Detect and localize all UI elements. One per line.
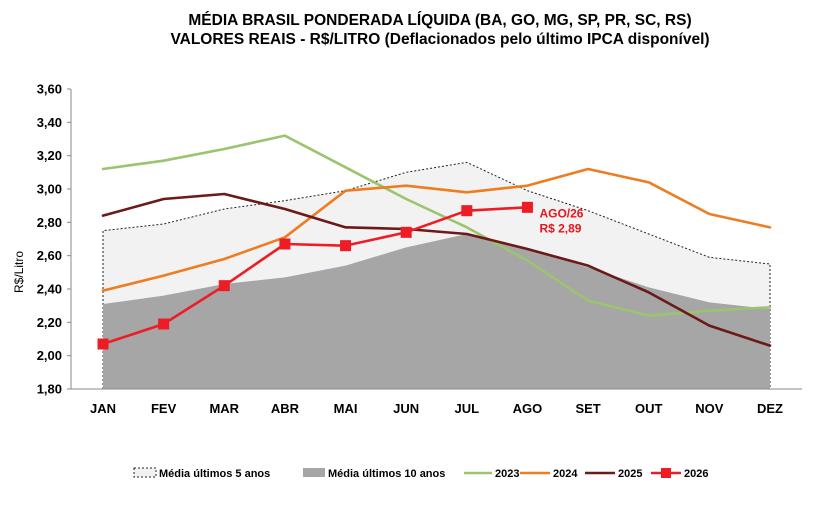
series-point-2026	[279, 238, 291, 250]
y-tick-label: 3,40	[37, 115, 62, 130]
series-point-2026	[461, 205, 473, 217]
annotation-label: AGO/26	[539, 206, 583, 220]
y-tick-label: 3,60	[37, 82, 62, 97]
series-5y-outline	[102, 161, 771, 389]
chart-title-line-1: MÉDIA BRASIL PONDERADA LÍQUIDA (BA, GO, …	[188, 12, 691, 29]
series-point-2026	[340, 240, 352, 252]
series-line-2024	[101, 167, 772, 292]
legend-swatch	[303, 468, 325, 477]
y-tick-label: 1,80	[37, 382, 62, 397]
x-tick-label: AGO	[513, 401, 543, 416]
plot-area: 1,80 2,00 2,20 2,40 2,60 2,80 3,00 3,20 3,40 3,60…	[37, 82, 802, 416]
x-tick-label: SET	[575, 401, 600, 416]
legend-label: 2026	[684, 468, 708, 480]
x-tick-label: MAR	[209, 401, 239, 416]
legend-label: Média últimos 10 anos	[328, 468, 445, 480]
x-tick-label: DEZ	[757, 401, 783, 416]
legend-label: Média últimos 5 anos	[159, 468, 270, 480]
series-line-2025	[101, 192, 772, 347]
y-tick-label: 2,20	[37, 315, 62, 330]
y-tick-label: 3,20	[37, 148, 62, 163]
x-tick-label: MAI	[334, 401, 358, 416]
legend-label: 2023	[495, 468, 519, 480]
y-axis-label: R$/Litro	[12, 251, 26, 293]
x-tick-label: OUT	[635, 401, 663, 416]
legend-label: 2025	[618, 468, 642, 480]
y-tick-label: 2,60	[37, 248, 62, 263]
x-tick-label: JUN	[393, 401, 419, 416]
series-point-2026	[400, 226, 412, 238]
y-tick-label: 2,40	[37, 282, 62, 297]
series-line-2026	[101, 206, 529, 346]
x-tick-label: NOV	[695, 401, 724, 416]
y-tick-label: 2,00	[37, 348, 62, 363]
x-tick-label: JAN	[90, 401, 116, 416]
x-tick-label: FEV	[151, 401, 177, 416]
legend: Média últimos 5 anos Média últimos 10 ano…	[133, 467, 708, 480]
series-point-2026	[218, 280, 230, 292]
y-tick-label: 3,00	[37, 182, 62, 197]
series-point-2026	[521, 201, 533, 213]
series-point-2026	[158, 318, 170, 330]
legend-marker	[661, 468, 671, 478]
series-point-2026	[97, 338, 109, 350]
legend-label: 2024	[553, 468, 578, 480]
y-tick-label: 2,80	[37, 215, 62, 230]
legend-swatch	[133, 467, 157, 478]
x-tick-label: ABR	[271, 401, 300, 416]
x-tick-label: JUL	[455, 401, 480, 416]
series-line-2023	[101, 134, 772, 317]
chart-title-line-2: VALORES REAIS - R$/LITRO (Deflacionados …	[170, 31, 709, 48]
annotation-label: R$ 2,89	[539, 221, 581, 235]
